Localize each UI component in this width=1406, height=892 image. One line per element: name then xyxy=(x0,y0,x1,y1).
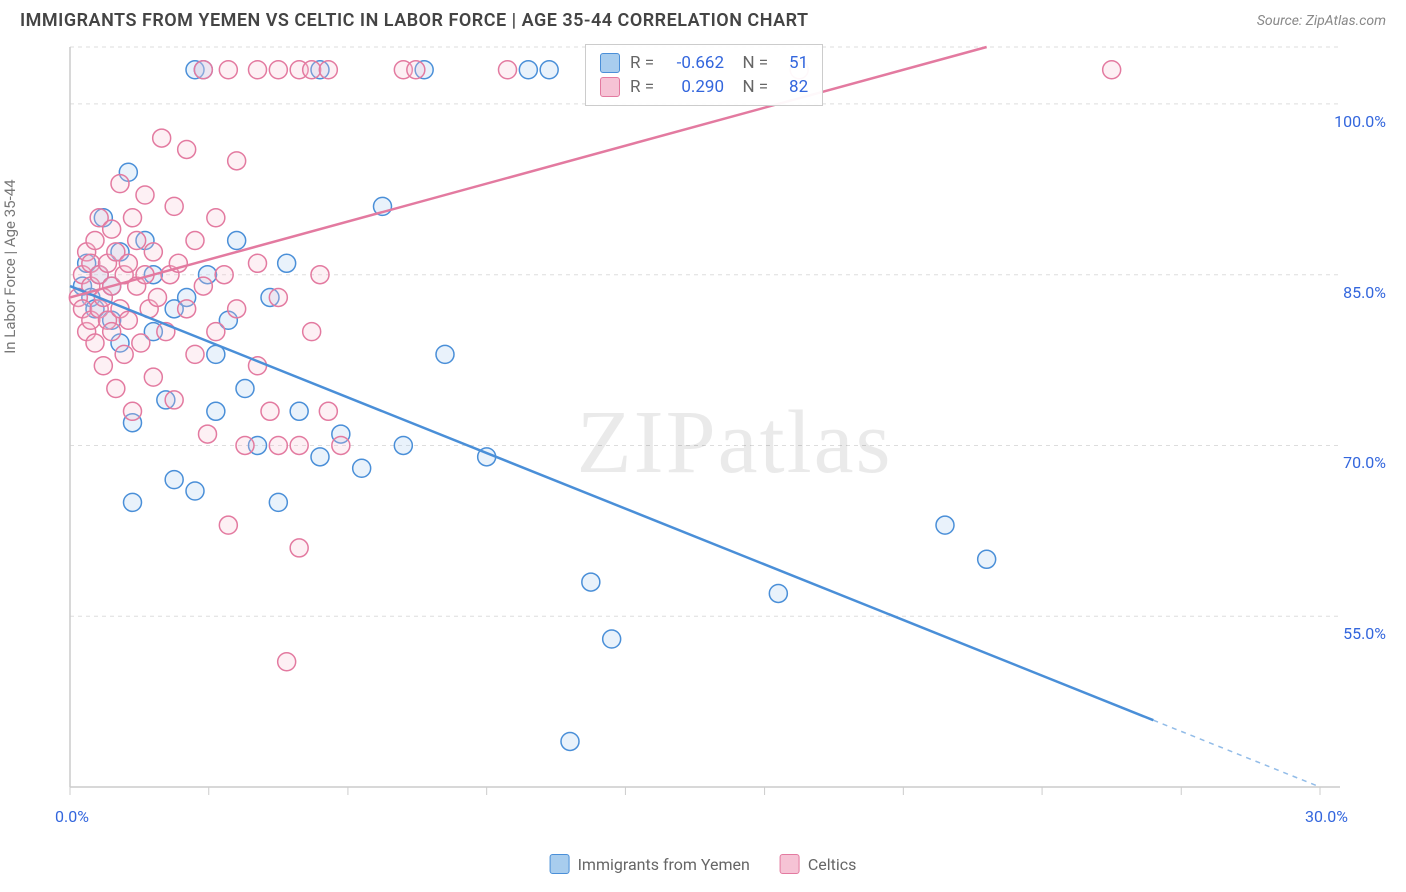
y-tick-label: 70.0% xyxy=(1343,453,1386,472)
source-attribution: Source: ZipAtlas.com xyxy=(1257,13,1386,29)
y-axis-label: In Labor Force | Age 35-44 xyxy=(1,179,19,353)
correlation-stats-box: R = -0.662 N = 51 R = 0.290 N = 82 xyxy=(585,44,823,106)
x-tick-label: 0.0% xyxy=(55,807,89,826)
scatter-chart-svg xyxy=(20,37,1360,827)
legend-swatch xyxy=(780,854,800,874)
y-tick-label: 85.0% xyxy=(1343,283,1386,302)
chart-title: IMMIGRANTS FROM YEMEN VS CELTIC IN LABOR… xyxy=(20,10,809,31)
stat-r-value: -0.662 xyxy=(664,53,724,73)
legend-item: Immigrants from Yemen xyxy=(550,854,750,874)
stat-n-value: 82 xyxy=(778,77,808,97)
y-tick-label: 100.0% xyxy=(1334,112,1386,131)
stats-row: R = 0.290 N = 82 xyxy=(600,75,808,99)
stat-r-value: 0.290 xyxy=(664,77,724,97)
legend-label: Immigrants from Yemen xyxy=(578,855,750,874)
stat-n-label: N = xyxy=(734,77,768,97)
y-tick-label: 55.0% xyxy=(1343,624,1386,643)
x-tick-label: 30.0% xyxy=(1305,807,1348,826)
chart-area: In Labor Force | Age 35-44 ZIPatlas R =-… xyxy=(20,37,1386,827)
stat-n-label: N = xyxy=(734,53,768,73)
legend-item: Celtics xyxy=(780,854,857,874)
chart-legend: Immigrants from Yemen Celtics xyxy=(550,854,857,874)
chart-header: IMMIGRANTS FROM YEMEN VS CELTIC IN LABOR… xyxy=(0,0,1406,37)
series-swatch xyxy=(600,53,620,73)
legend-swatch xyxy=(550,854,570,874)
stat-r-label: R = xyxy=(630,53,654,73)
series-swatch xyxy=(600,77,620,97)
legend-label: Celtics xyxy=(808,855,857,874)
stat-r-label: R = xyxy=(630,77,654,97)
stat-n-value: 51 xyxy=(778,53,808,73)
stats-row: R = -0.662 N = 51 xyxy=(600,51,808,75)
